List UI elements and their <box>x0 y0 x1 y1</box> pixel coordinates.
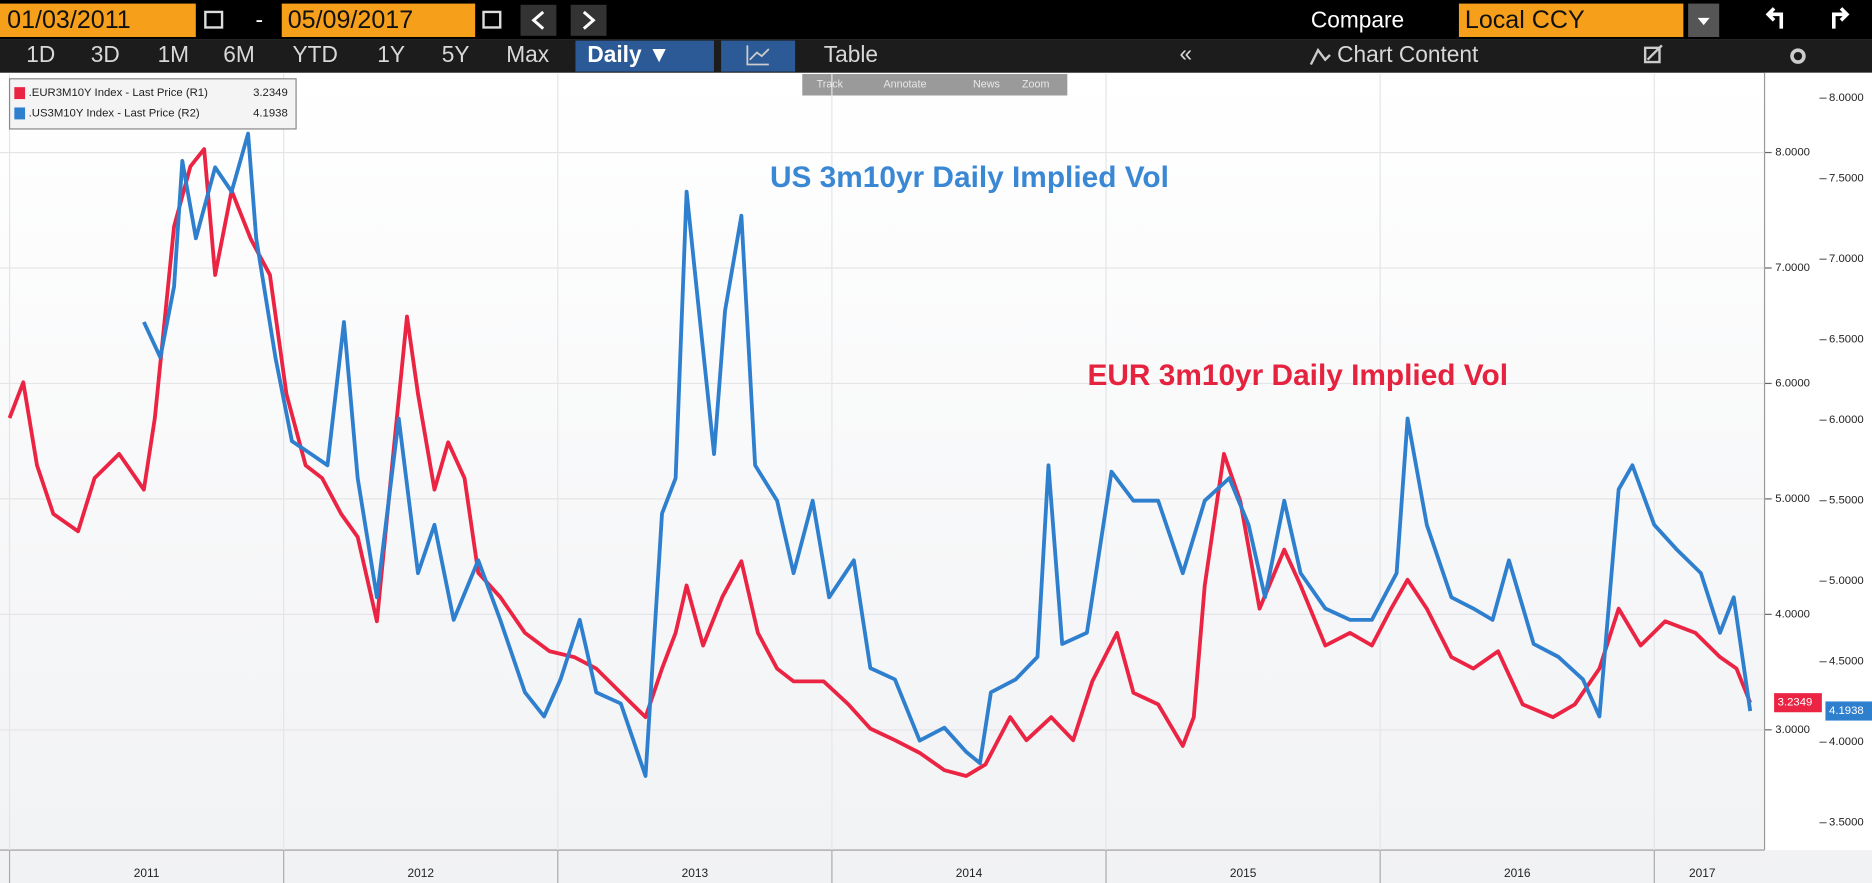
y2-tick-label: 7.0000 <box>1829 253 1864 265</box>
dropdown-arrow <box>1697 17 1710 26</box>
currency-field[interactable] <box>1458 3 1684 38</box>
legend-label: .EUR3M10Y Index - Last Price (R1) <box>29 87 208 99</box>
y2-tick-label: 4.0000 <box>1829 736 1864 748</box>
x-tick-label: 2015 <box>1230 866 1257 880</box>
redo-button[interactable] <box>1832 7 1850 29</box>
last-value-tag <box>1825 701 1872 721</box>
calendar-icon[interactable] <box>204 10 224 29</box>
y2-tick-label: 4.5000 <box>1829 656 1864 668</box>
undo-button[interactable] <box>1765 7 1784 29</box>
legend-value: 4.1938 <box>253 107 288 119</box>
axes: 3.0000 4.0000 5.0000 6.0000 7.0000 8.0000 3.50… <box>8 92 1872 883</box>
grid <box>0 74 1765 851</box>
period-button[interactable]: 5Y <box>442 41 470 67</box>
period-button[interactable]: 1M <box>158 41 189 67</box>
annotation: EUR 3m10yr Daily Implied Vol <box>1087 359 1508 392</box>
lines <box>7 131 1753 778</box>
y2-tick-label: 7.5000 <box>1829 173 1864 185</box>
settings-button[interactable] <box>1790 48 1806 64</box>
legend-swatch <box>14 87 26 100</box>
annotation: US 3m10yr Daily Implied Vol <box>770 161 1169 194</box>
y-tick-label: 8.0000 <box>1775 147 1810 159</box>
legend-swatch <box>14 107 26 120</box>
currency[interactable]: Local CCY <box>1465 6 1585 34</box>
chart-view-button[interactable] <box>721 40 796 72</box>
date-field[interactable] <box>281 3 476 38</box>
tool-button[interactable]: Annotate <box>883 79 926 91</box>
x-tick-label: 2011 <box>134 866 160 880</box>
tool-button[interactable]: Zoom <box>1022 79 1049 91</box>
last-value-tag <box>1774 693 1822 713</box>
series-line <box>142 131 1753 778</box>
prev-button[interactable] <box>520 4 557 36</box>
toolbar-row <box>0 39 1872 73</box>
chart-background <box>0 72 1872 883</box>
x-tick-label: 2017 <box>1689 866 1716 880</box>
y2-tick-label: 5.5000 <box>1829 495 1864 507</box>
period-button[interactable]: 1D <box>26 41 55 67</box>
y-tick-label: 4.0000 <box>1775 608 1810 620</box>
chart-content-button[interactable]: Chart Content <box>1337 41 1479 67</box>
y2-tick-label: 3.5000 <box>1829 817 1864 829</box>
table-button[interactable]: Table <box>824 41 878 67</box>
period-button[interactable]: 6M <box>223 41 254 67</box>
start-date[interactable]: 01/03/2011 <box>7 6 131 34</box>
tool-button[interactable]: Track <box>817 79 844 91</box>
legend-value: 3.2349 <box>253 87 288 99</box>
legend-label: .US3M10Y Index - Last Price (R2) <box>29 107 200 119</box>
x-tick-label: 2016 <box>1504 866 1531 880</box>
edit-button[interactable] <box>1643 44 1663 64</box>
last-value-label: 4.1938 <box>1829 705 1864 717</box>
next-button[interactable] <box>570 4 607 36</box>
legend-entries: .EUR3M10Y Index - Last Price (R1) 3.2349.… <box>14 87 288 120</box>
y-tick-label: 5.0000 <box>1775 493 1810 505</box>
tools-overlay <box>802 74 1068 96</box>
y2-tick-label: 6.0000 <box>1829 414 1864 426</box>
frequency-button[interactable]: Daily ▼ <box>587 41 670 67</box>
end-date[interactable]: 05/09/2017 <box>288 6 413 34</box>
x-tick-label: 2013 <box>682 866 709 880</box>
period-button[interactable]: 3D <box>91 41 120 67</box>
y-tick-label: 6.0000 <box>1775 377 1810 389</box>
frequency-button-bg[interactable] <box>575 40 714 72</box>
y-tick-label: 3.0000 <box>1775 724 1810 736</box>
date-separator: - <box>255 6 263 32</box>
y2-tick-label: 5.0000 <box>1829 575 1864 587</box>
period-button[interactable]: YTD <box>293 41 338 67</box>
chart-content-icon <box>1309 47 1331 66</box>
date-field[interactable] <box>0 3 196 38</box>
collapse-button[interactable]: « <box>1180 40 1193 66</box>
tools: Track Annotate News Zoom <box>817 79 1050 91</box>
compare-button[interactable]: Compare <box>1311 6 1404 32</box>
x-tick-label: 2012 <box>407 866 434 880</box>
x-tick-label: 2014 <box>956 866 983 880</box>
calendar-icon[interactable] <box>482 10 502 29</box>
series-line <box>7 147 1752 778</box>
y-tick-label: 7.0000 <box>1775 262 1810 274</box>
next-arrow <box>582 10 596 30</box>
period-button[interactable]: 1Y <box>377 41 405 67</box>
y2-tick-label: 8.0000 <box>1829 92 1864 104</box>
last-value-label: 3.2349 <box>1778 697 1813 709</box>
prev-arrow <box>531 10 545 30</box>
y2-tick-label: 6.5000 <box>1829 334 1864 346</box>
chart-icon <box>746 45 770 66</box>
period-button[interactable]: Max <box>506 41 549 67</box>
legend <box>8 78 297 130</box>
tool-button[interactable]: News <box>973 79 1000 91</box>
